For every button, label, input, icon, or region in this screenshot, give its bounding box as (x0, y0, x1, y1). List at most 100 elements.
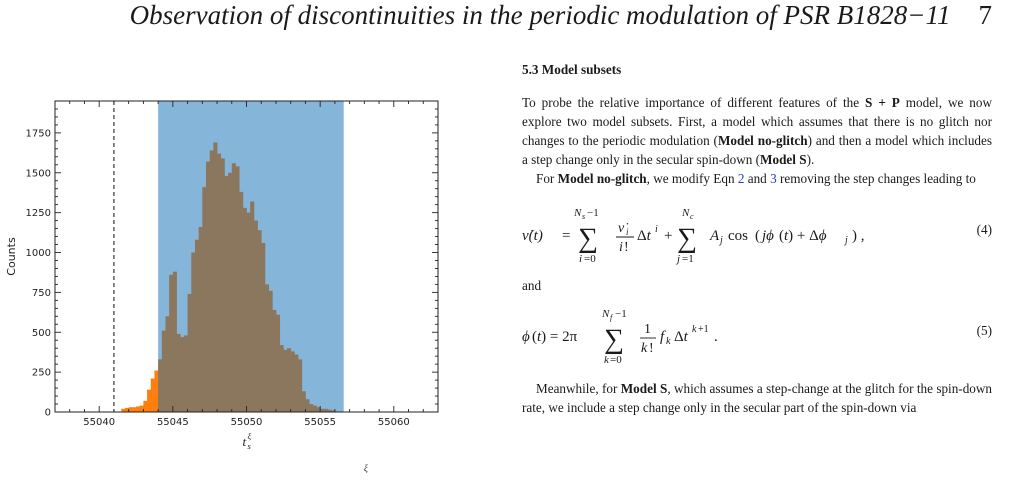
histogram-bar (169, 274, 174, 412)
histogram-bar (124, 408, 130, 412)
svg-text:+: + (664, 228, 672, 244)
svg-text:.: . (714, 329, 718, 345)
svg-text:) ,: ) , (852, 228, 865, 244)
equation-4-number: (4) (976, 222, 992, 237)
y-axis-label: Counts (5, 237, 18, 276)
svg-text:(t) + Δϕ: (t) + Δϕ (779, 228, 827, 244)
histogram-bar (194, 239, 200, 412)
svg-text:cos: cos (728, 228, 748, 244)
svg-text:i: i (579, 253, 582, 265)
page-number: 7 (978, 0, 993, 30)
histogram-bar (316, 407, 321, 412)
histogram-bar (257, 230, 262, 412)
histogram-bar (165, 316, 170, 412)
histogram-bar (253, 220, 258, 412)
svg-text:=0: =0 (610, 354, 622, 366)
x-tick-label: 55045 (157, 417, 189, 428)
histogram-bar (231, 163, 236, 412)
histogram-bar (301, 391, 306, 412)
histogram-bar (121, 408, 126, 412)
y-tick-label: 250 (32, 368, 51, 379)
svg-text:+1: +1 (698, 324, 709, 335)
section-title: 5.3 Model subsets (522, 62, 622, 77)
svg-text:=1: =1 (682, 253, 694, 265)
x-axis-label-sub: s (248, 441, 252, 451)
histogram-bar (202, 187, 207, 412)
svg-text:!: ! (624, 240, 629, 255)
histogram-bar (264, 284, 269, 412)
p2-text-b: , we modify Eqn (646, 171, 738, 186)
p3-model-s: Model S (620, 381, 668, 396)
eqn-2-link[interactable]: 2 (737, 171, 745, 186)
equation-5-number: (5) (976, 323, 992, 338)
y-tick-label: 1750 (26, 128, 51, 139)
x-axis-label: t (243, 434, 247, 449)
svg-text:j: j (675, 253, 680, 265)
svg-text:j: j (718, 235, 723, 246)
histogram-bar (228, 172, 233, 412)
histogram-bar (250, 201, 255, 412)
svg-text:(t) = 2π: (t) = 2π (532, 329, 578, 345)
y-tick-label: 0 (45, 408, 51, 419)
p3-text-b: , which assumes a step-change at the gli… (522, 381, 993, 415)
svg-text:j: j (843, 235, 848, 246)
histogram-bar (150, 378, 155, 412)
eqn-3-link[interactable]: 3 (770, 171, 777, 186)
histogram-bar (147, 389, 152, 412)
histogram-bar (143, 400, 148, 412)
histogram-figure: 55040 55045 55050 55055 55060 0 250 500 750 1000 1… (0, 85, 450, 479)
svg-text:=: = (562, 228, 570, 244)
histogram-bar (298, 359, 303, 412)
svg-text:s: s (582, 212, 585, 221)
histogram-bar (158, 359, 163, 412)
caption-fragment: ξ (364, 463, 368, 473)
histogram-bar (191, 252, 196, 412)
histogram-bar (287, 348, 292, 412)
histogram-bar (290, 351, 295, 412)
svg-text:f: f (610, 313, 614, 322)
histogram-bar (294, 354, 299, 412)
header-title: Observation of discontinuities in the pe… (129, 0, 951, 30)
svg-text:N: N (681, 207, 690, 219)
x-tick-label: 55055 (304, 417, 336, 428)
svg-text:−1: −1 (615, 308, 627, 320)
histogram-bar (220, 158, 225, 412)
histogram-bar (224, 175, 229, 412)
histogram-bar (283, 349, 288, 412)
histogram-bar (176, 333, 181, 412)
paragraph-2: For Model no-glitch, we modify Eqn 2 and… (522, 169, 992, 188)
svg-text:k: k (692, 324, 697, 335)
y-tick-label: 1500 (26, 168, 51, 179)
svg-text:c: c (690, 212, 694, 221)
histogram-bar (327, 409, 332, 412)
svg-text:A: A (709, 228, 720, 244)
equation-4-formula: ν̇(t) = N s −1 ∑ i =0 ν̇ i i ! Δt i + N … (522, 207, 865, 265)
histogram-bar (139, 405, 144, 412)
svg-text:∑: ∑ (578, 223, 598, 254)
histogram-bar (198, 226, 203, 412)
histogram-bar (180, 337, 185, 412)
p2-text-d: removing the step changes leading to (776, 171, 976, 186)
p1-text-c: ) and then a model which includes a step… (522, 133, 993, 167)
svg-text:jϕ: jϕ (760, 228, 774, 244)
svg-text:Δt: Δt (674, 329, 689, 345)
y-tick-label: 1000 (26, 248, 51, 259)
svg-text:1: 1 (644, 322, 651, 337)
svg-text:∑: ∑ (677, 223, 697, 254)
y-tick-label: 750 (32, 288, 51, 299)
p2-model-noglitch: Model no-glitch (557, 171, 647, 186)
histogram-bar (305, 399, 310, 412)
equation-5: ϕ (t) = 2π N f −1 ∑ k =0 1 k ! f k Δt k … (522, 303, 992, 369)
p1-text-a: To probe the relative importance of diff… (522, 95, 866, 110)
x-tick-label: 55050 (231, 417, 263, 428)
histogram-bar (132, 407, 137, 412)
svg-text:∑: ∑ (604, 324, 624, 355)
histogram-bar (161, 330, 166, 412)
p1-model-noglitch: Model no-glitch (717, 133, 808, 148)
p1-text-d: ). (806, 152, 815, 167)
svg-text:i: i (626, 227, 629, 237)
svg-text:Δt: Δt (637, 228, 652, 244)
and-text: and (522, 278, 542, 293)
y-tick-label: 1250 (26, 208, 51, 219)
histogram-bar (320, 408, 325, 412)
